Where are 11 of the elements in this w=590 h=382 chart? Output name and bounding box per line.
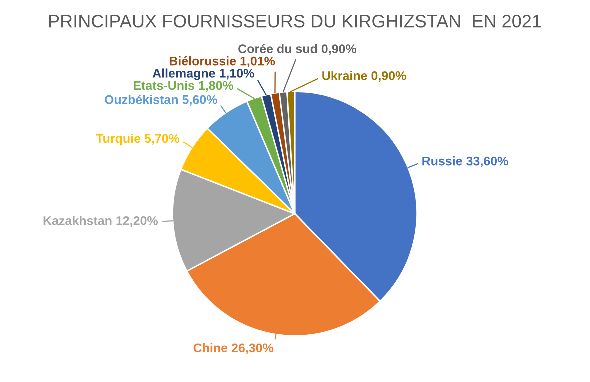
slice-label: Ouzbékistan 5,60%	[104, 94, 218, 106]
chart-title: PRINCIPAUX FOURNISSEURS DU KIRGHIZSTAN EN 2021	[50, 14, 542, 28]
slice-label: Corée du sud 0,90%	[238, 44, 357, 56]
slice-label: Chine 26,30%	[194, 343, 274, 354]
slice-label: Kazakhstan 12,20%	[44, 216, 158, 228]
slice-label: Ukraine 0,90%	[322, 71, 406, 82]
slice-label: Russie 33,60%	[422, 156, 508, 168]
slice-label: Turquie 5,70%	[96, 134, 180, 146]
slice-label: Biélorussie 1,01%	[170, 56, 276, 68]
slice-label: Allemagne 1,10%	[152, 68, 254, 80]
slice-label: Etats-Unis 1,80%	[134, 80, 234, 92]
